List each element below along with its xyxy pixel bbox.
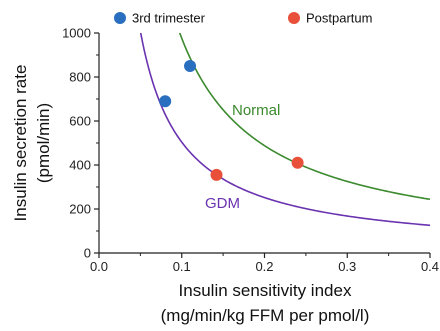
labels-group: Normal GDM [205,102,280,212]
y-tick-label: 200 [69,202,91,217]
data-point-postpartum [291,156,304,169]
x-tick-label: 0.4 [421,259,439,274]
points-group [159,60,304,181]
y-tick-label: 600 [69,114,91,129]
legend-marker [288,12,300,24]
y-axis-subtitle: (pmol/min) [34,103,53,183]
curve-label-normal: Normal [232,102,280,119]
axes-group: 0.0 0.1 0.2 0.3 0.4 0 200 400 600 800 1000 Insulin … [11,26,439,326]
legend-label: 3rd trimester [132,11,206,26]
legend: 3rd trimester Postpartum [114,11,372,26]
legend-marker [114,12,126,24]
y-tick-label: 0 [84,246,91,261]
y-tick-label: 400 [69,158,91,173]
y-axis-title: Insulin secretion rate [11,65,30,222]
curves-group [139,33,430,227]
y-tick-label: 1000 [62,26,91,41]
y-tick-label: 800 [69,70,91,85]
data-point-3rd-trimester [159,95,172,108]
x-axis-title: Insulin sensitivity index [179,281,352,300]
legend-label: Postpartum [306,11,372,26]
data-point-postpartum [210,168,223,181]
data-point-3rd-trimester [184,60,197,72]
curve-line-gdm [139,33,430,227]
x-tick-label: 0.0 [90,259,108,274]
x-tick-label: 0.3 [338,259,356,274]
x-tick-label: 0.2 [255,259,273,274]
curve-line-normal [178,33,430,201]
x-tick-label: 0.1 [173,259,191,274]
x-axis-subtitle: (mg/min/kg FFM per pmol/l) [161,306,370,325]
curve-label-gdm: GDM [205,195,240,212]
